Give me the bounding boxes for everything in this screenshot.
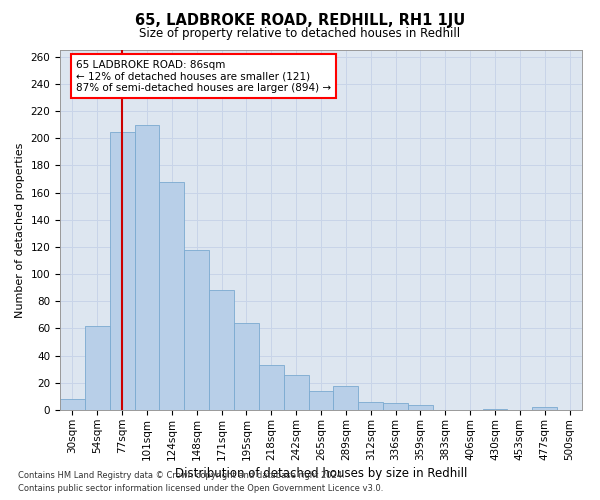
Bar [184, 250, 209, 410]
Bar [408, 404, 433, 410]
Text: 65 LADBROKE ROAD: 86sqm
← 12% of detached houses are smaller (121)
87% of semi-d: 65 LADBROKE ROAD: 86sqm ← 12% of detache… [76, 60, 331, 92]
Bar [209, 290, 234, 410]
Bar [334, 386, 358, 410]
Text: 65, LADBROKE ROAD, REDHILL, RH1 1JU: 65, LADBROKE ROAD, REDHILL, RH1 1JU [135, 12, 465, 28]
Bar [383, 403, 408, 410]
Text: Size of property relative to detached houses in Redhill: Size of property relative to detached ho… [139, 28, 461, 40]
Text: Contains HM Land Registry data © Crown copyright and database right 2024.: Contains HM Land Registry data © Crown c… [18, 470, 344, 480]
Bar [85, 326, 110, 410]
Bar [482, 408, 508, 410]
Text: Contains public sector information licensed under the Open Government Licence v3: Contains public sector information licen… [18, 484, 383, 493]
Bar [284, 374, 308, 410]
Y-axis label: Number of detached properties: Number of detached properties [15, 142, 25, 318]
Bar [134, 124, 160, 410]
Bar [160, 182, 184, 410]
Bar [60, 399, 85, 410]
Bar [308, 391, 334, 410]
Bar [234, 323, 259, 410]
Bar [532, 408, 557, 410]
Bar [358, 402, 383, 410]
Bar [259, 365, 284, 410]
X-axis label: Distribution of detached houses by size in Redhill: Distribution of detached houses by size … [175, 466, 467, 479]
Bar [110, 132, 134, 410]
